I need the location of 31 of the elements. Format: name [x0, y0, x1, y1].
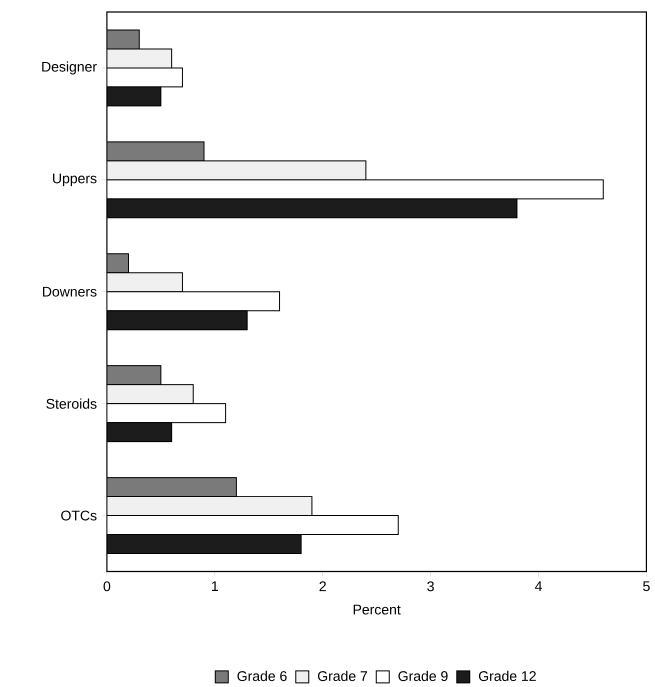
bar	[106, 48, 172, 68]
bar	[106, 534, 302, 554]
legend-label: Grade 6	[237, 670, 287, 682]
bar	[106, 365, 162, 386]
text: Grade 7	[318, 670, 368, 682]
bar	[106, 310, 248, 330]
x-tick-label: 0	[104, 581, 110, 592]
x-axis-title: Percent	[354, 604, 401, 615]
bar	[106, 272, 183, 292]
y-tick-label: Downers	[43, 286, 97, 297]
x-tick-label: 5	[643, 581, 650, 592]
legend-label: Grade 12	[478, 670, 536, 682]
y-tick-label: Steroids	[46, 398, 97, 409]
bar	[106, 29, 140, 50]
bar	[106, 422, 172, 442]
text: Grade 9	[398, 670, 448, 682]
bar	[106, 253, 129, 274]
bar	[106, 198, 518, 218]
bar	[106, 160, 366, 180]
x-tick-label: 4	[534, 581, 542, 591]
y-tick-label: Uppers	[53, 174, 97, 186]
y-tick-label: OTCs	[61, 510, 97, 520]
x-tick-label: 3	[427, 581, 434, 592]
x-tick-label: 1	[212, 581, 218, 591]
bar	[106, 496, 312, 516]
x-tick-label: 2	[320, 581, 326, 592]
bar	[106, 477, 237, 498]
bar	[106, 86, 162, 106]
bar	[106, 141, 205, 162]
y-tick-label: Designer	[42, 61, 97, 74]
bar	[106, 384, 194, 404]
